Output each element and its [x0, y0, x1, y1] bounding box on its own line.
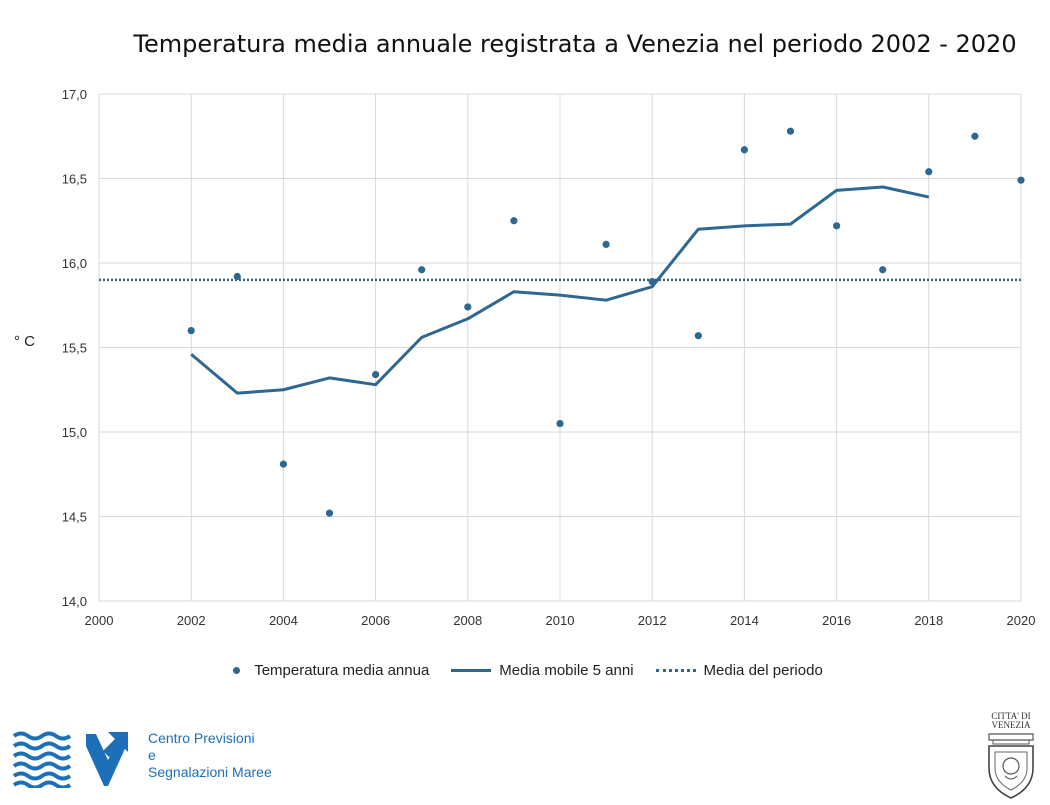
y-tick-label: 16,5 [62, 172, 87, 187]
cpsm-line-3: Segnalazioni Maree [148, 764, 272, 780]
x-tick-label: 2020 [1007, 613, 1036, 628]
data-point-2020 [1017, 176, 1025, 184]
y-tick-label: 15,5 [62, 341, 87, 356]
data-point-2016 [833, 222, 841, 230]
series [99, 127, 1025, 517]
x-tick-label: 2010 [546, 613, 575, 628]
y-tick-label: 16,0 [62, 256, 87, 271]
data-point-2009 [510, 217, 518, 225]
legend-label: Media mobile 5 anni [499, 662, 634, 679]
y-axis-label: ° C [14, 333, 35, 350]
waves-arrow-icon [12, 731, 128, 788]
data-point-2007 [418, 266, 426, 274]
chart-title: Temperatura media annuale registrata a V… [133, 30, 1017, 58]
data-point-2012 [648, 277, 656, 286]
venezia-logo-line-2: VENEZIA [991, 720, 1031, 730]
x-tick-label: 2002 [177, 613, 206, 628]
data-point-2004 [279, 460, 287, 468]
data-point-2018 [925, 168, 933, 176]
cpsm-line-2: e [148, 747, 156, 763]
legend-label: Temperatura media annua [254, 662, 430, 679]
data-point-2003 [233, 272, 241, 281]
data-point-2015 [786, 127, 795, 135]
x-tick-label: 2018 [914, 613, 943, 628]
y-tick-label: 14,0 [62, 594, 87, 609]
legend: Temperatura media annua Media mobile 5 a… [0, 662, 1050, 679]
data-point-2017 [879, 266, 887, 274]
venezia-logo-line-1: CITTA' DI [991, 711, 1031, 721]
moving-average-line [190, 185, 930, 395]
axes: 2000 2002 2004 2006 2008 2010 2012 2014 2016 2018… [62, 87, 1036, 628]
x-tick-label: 2004 [269, 613, 298, 628]
venezia-logo: CITTA' DI VENEZIA [980, 712, 1042, 805]
data-point-2014 [740, 146, 749, 154]
data-point-2002 [187, 327, 195, 335]
x-tick-label: 2012 [638, 613, 667, 628]
x-tick-label: 2006 [361, 613, 390, 628]
data-point-2010 [556, 419, 564, 428]
legend-label: Media del periodo [703, 662, 823, 679]
legend-marker-line [451, 669, 492, 672]
legend-marker-dotted [655, 669, 696, 672]
venezia-crest-icon [988, 733, 1034, 799]
cpsm-logo: Centro Previsioni e Segnalazioni Maree [12, 730, 272, 788]
y-tick-label: 15,0 [62, 425, 87, 440]
legend-item-moving-average: Media mobile 5 anni [451, 662, 634, 679]
cpsm-logo-text: Centro Previsioni e Segnalazioni Maree [148, 730, 272, 781]
x-tick-label: 2008 [453, 613, 482, 628]
cpsm-line-1: Centro Previsioni [148, 730, 255, 746]
legend-marker-dot [233, 667, 241, 674]
data-point-2019 [971, 132, 979, 140]
data-point-2008 [464, 303, 472, 311]
data-point-2006 [372, 370, 380, 379]
data-point-2005 [325, 509, 334, 517]
x-tick-label: 2014 [730, 613, 759, 628]
x-tick-label: 2016 [822, 613, 851, 628]
grid [98, 93, 1022, 602]
y-tick-label: 17,0 [62, 87, 87, 102]
data-point-2013 [694, 332, 702, 340]
y-tick-label: 14,5 [62, 510, 87, 525]
legend-item-points: Temperatura media annua [227, 662, 429, 679]
legend-item-period-mean: Media del periodo [655, 662, 823, 679]
data-point-2011 [602, 240, 610, 249]
temperature-chart: 2000 2002 2004 2006 2008 2010 2012 2014 2016 2018… [14, 87, 1036, 628]
x-tick-label: 2000 [85, 613, 114, 628]
